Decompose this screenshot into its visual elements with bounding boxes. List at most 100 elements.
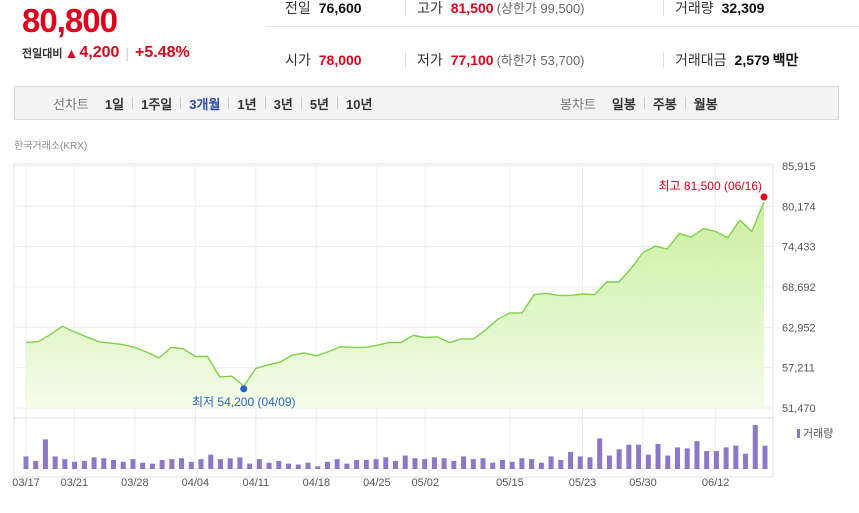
x-tick-label: 03/17	[12, 477, 40, 489]
stat-open-label: 시가	[285, 52, 311, 68]
tab-period-3[interactable]: 1년	[237, 96, 257, 112]
stat-volume-value: 32,309	[721, 0, 765, 16]
volume-bar	[256, 459, 262, 469]
volume-bar	[412, 458, 418, 469]
y-tick-label: 85,915	[782, 161, 816, 173]
stat-lower-limit: (하한가 53,700)	[496, 53, 585, 68]
volume-bar	[169, 459, 175, 469]
x-tick-label: 04/11	[243, 477, 270, 489]
x-tick-label: 05/15	[496, 477, 524, 489]
volume-bar	[179, 458, 185, 469]
y-tick-label: 62,952	[782, 322, 816, 334]
tab-divider	[180, 97, 182, 109]
y-tick-label: 74,433	[782, 242, 816, 254]
price-area	[26, 201, 764, 408]
tab-period-6[interactable]: 10년	[346, 96, 373, 112]
volume-bar	[743, 453, 749, 469]
tab-candle-2[interactable]: 월봉	[693, 96, 718, 112]
volume-bar	[684, 448, 690, 469]
change-percent: +5.48%	[135, 44, 190, 61]
volume-bar	[52, 456, 58, 469]
stat-volume-label: 거래량	[675, 0, 714, 16]
x-tick-label: 03/28	[121, 477, 149, 489]
x-tick-label: 05/23	[569, 477, 597, 489]
y-tick-label: 51,470	[782, 403, 816, 415]
x-tick-label: 04/25	[363, 477, 391, 489]
stat-amount: 거래대금 2,579 백만	[675, 50, 798, 70]
volume-bar	[597, 438, 603, 469]
x-tick-label: 04/04	[182, 477, 210, 489]
volume-legend-swatch	[797, 429, 800, 438]
tab-candle-0[interactable]: 일봉	[611, 96, 636, 112]
volume-bar	[227, 458, 233, 469]
volume-bar	[577, 456, 583, 469]
volume-bar	[509, 461, 515, 469]
volume-bar	[723, 447, 729, 469]
tab-period-0[interactable]: 1일	[104, 96, 125, 112]
volume-bar	[354, 460, 360, 469]
volume-bar	[529, 459, 535, 469]
volume-bar	[140, 462, 146, 469]
volume-bar	[42, 439, 48, 469]
tab-divider	[643, 97, 645, 109]
stat-amount-value: 2,579	[734, 52, 770, 68]
current-price: 80,800	[22, 2, 118, 39]
tab-divider	[264, 97, 266, 109]
volume-bar	[499, 460, 505, 469]
stat-open-value: 78,000	[318, 52, 362, 68]
x-tick-label: 05/02	[411, 477, 439, 489]
volume-bar	[752, 425, 758, 469]
volume-bar	[120, 461, 126, 469]
volume-bar	[558, 460, 564, 469]
low-label: 최저 54,200 (04/09)	[192, 395, 295, 409]
volume-bar	[490, 462, 496, 469]
volume-bar	[431, 457, 437, 469]
stats-row-2: 시가 78,000 저가 77,100 (하한가 53,700) 거래대금 2,579 백…	[265, 42, 859, 78]
volume-bar	[101, 458, 107, 469]
volume-bar	[383, 457, 389, 469]
stat-low-label: 저가	[417, 52, 443, 68]
tab-period-2[interactable]: 3개월	[189, 96, 221, 112]
volume-bar	[111, 460, 117, 469]
tab-period-5[interactable]: 5년	[309, 96, 330, 112]
volume-bar	[91, 457, 97, 469]
volume-bar	[568, 451, 574, 469]
x-tick-label: 06/12	[702, 477, 730, 489]
volume-bar	[538, 462, 544, 469]
volume-bar	[548, 456, 554, 469]
stat-divider	[663, 0, 664, 16]
candle-chart-label: 봉차트	[560, 96, 596, 112]
x-tick-label: 04/18	[303, 477, 331, 489]
volume-bar	[315, 466, 321, 469]
volume-bar	[334, 459, 340, 469]
low-point	[240, 385, 248, 393]
chart-period-tabbar: 선차트 1일 1주일 3개월 1년 3년 5년 10년 봉차트 일봉 주봉 월봉	[14, 86, 839, 120]
volume-bar	[480, 458, 486, 469]
volume-bar	[606, 455, 612, 469]
y-tick-label: 80,174	[782, 201, 816, 213]
tab-divider	[228, 97, 230, 109]
tab-divider	[300, 97, 302, 109]
volume-bar	[665, 455, 671, 469]
volume-bar	[713, 451, 719, 469]
volume-bar	[324, 461, 330, 469]
volume-bar	[130, 459, 136, 469]
change-divider: |	[125, 45, 130, 61]
volume-bar	[402, 455, 408, 469]
stat-prev: 전일 76,600	[285, 0, 362, 18]
line-chart-tabs: 선차트 1일 1주일 3개월 1년 3년 5년 10년	[53, 87, 372, 119]
stat-prev-value: 76,600	[318, 0, 362, 16]
volume-bar	[217, 459, 223, 469]
volume-bar	[276, 460, 282, 469]
tab-period-4[interactable]: 3년	[273, 96, 293, 112]
candle-chart-tabs: 봉차트 일봉 주봉 월봉	[560, 87, 718, 119]
tab-candle-1[interactable]: 주봉	[652, 96, 677, 112]
tab-period-1[interactable]: 1주일	[141, 96, 173, 112]
volume-bar	[733, 445, 739, 469]
volume-bar	[674, 447, 680, 469]
volume-bar	[393, 460, 398, 469]
volume-bar	[655, 443, 661, 469]
tab-divider	[337, 97, 339, 109]
change-line: 전일대비 ▲ 4,200 | +5.48%	[22, 44, 190, 62]
